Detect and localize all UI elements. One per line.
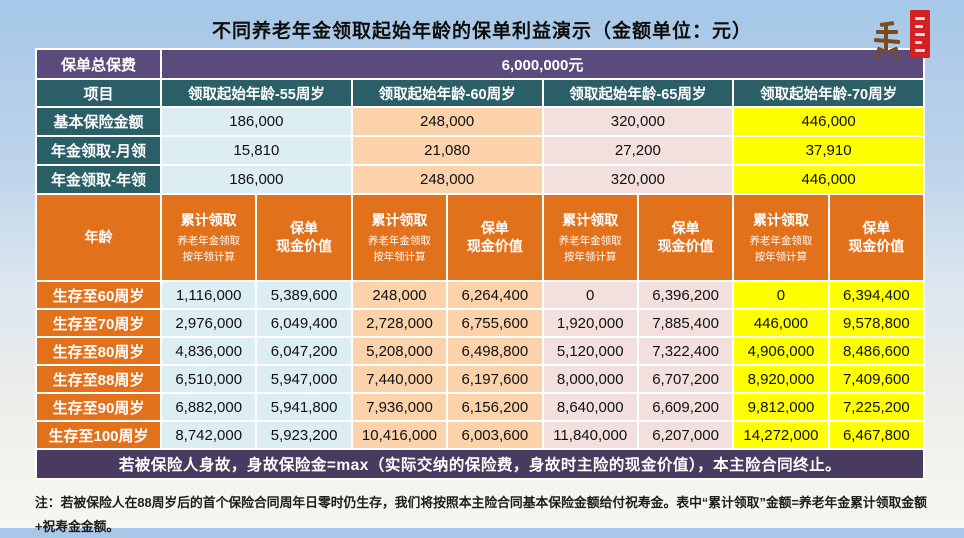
data-cell: 5,941,800 bbox=[257, 394, 351, 420]
cash-value-header: 保单 现金价值 bbox=[257, 195, 351, 280]
survival-row-label: 生存至60周岁 bbox=[37, 282, 160, 308]
data-cell: 6,049,400 bbox=[257, 310, 351, 336]
data-cell: 7,322,400 bbox=[638, 338, 733, 364]
data-cell: 6,003,600 bbox=[448, 422, 542, 448]
total-premium-label: 保单总保费 bbox=[37, 50, 160, 78]
data-cell: 8,920,000 bbox=[734, 366, 828, 392]
info-cell: 248,000 bbox=[352, 166, 542, 193]
survival-row-label: 生存至70周岁 bbox=[37, 310, 160, 336]
calligraphy-glyph-icon bbox=[872, 21, 902, 60]
data-cell: 6,707,200 bbox=[638, 366, 733, 392]
data-cell: 14,272,000 bbox=[734, 422, 828, 448]
age-header-label: 年龄 bbox=[84, 228, 113, 245]
info-cell: 446,000 bbox=[734, 166, 923, 193]
data-cell: 0 bbox=[543, 282, 637, 308]
cumulative-header: 累计领取 养老年金领取 按年领计算 bbox=[352, 195, 447, 280]
cumulative-header: 累计领取 养老年金领取 按年领计算 bbox=[543, 195, 637, 280]
info-row-label: 基本保险金额 bbox=[37, 108, 160, 135]
data-cell: 1,920,000 bbox=[543, 310, 637, 336]
survival-row-label: 生存至88周岁 bbox=[37, 366, 160, 392]
data-cell: 6,207,000 bbox=[638, 422, 733, 448]
data-cell: 2,976,000 bbox=[162, 310, 256, 336]
data-cell: 7,885,400 bbox=[638, 310, 733, 336]
info-cell: 186,000 bbox=[162, 166, 351, 193]
data-cell: 6,510,000 bbox=[162, 366, 256, 392]
survival-row-label: 生存至80周岁 bbox=[37, 338, 160, 364]
data-cell: 6,396,200 bbox=[638, 282, 733, 308]
survival-row-label: 生存至90周岁 bbox=[37, 394, 160, 420]
data-cell: 6,264,400 bbox=[448, 282, 542, 308]
data-cell: 2,728,000 bbox=[352, 310, 447, 336]
data-cell: 9,812,000 bbox=[734, 394, 828, 420]
data-cell: 8,000,000 bbox=[543, 366, 637, 392]
data-cell: 6,197,600 bbox=[448, 366, 542, 392]
data-cell: 5,120,000 bbox=[543, 338, 637, 364]
data-cell: 4,906,000 bbox=[734, 338, 828, 364]
data-cell: 8,486,600 bbox=[829, 338, 923, 364]
data-cell: 6,498,800 bbox=[448, 338, 542, 364]
footnote: 注：若被保险人在88周岁后的首个保险合同周年日零时仍生存，我们将按照本主险合同基… bbox=[35, 495, 927, 534]
data-cell: 4,836,000 bbox=[162, 338, 256, 364]
data-cell: 7,440,000 bbox=[352, 366, 447, 392]
cumulative-header-sub2: 按年领计算 bbox=[182, 251, 235, 264]
info-cell: 21,080 bbox=[352, 137, 542, 164]
death-benefit-note-bar: 若被保险人身故，身故保险金=max（实际交纳的保险费，身故时主险的现金价值），本… bbox=[37, 450, 923, 478]
page-title: 不同养老年金领取起始年龄的保单利益演示（金额单位：元） bbox=[211, 21, 752, 42]
data-cell: 6,047,200 bbox=[257, 338, 351, 364]
data-cell: 6,394,400 bbox=[829, 282, 923, 308]
cumulative-header: 累计领取 养老年金领取 按年领计算 bbox=[734, 195, 828, 280]
start-age-60-header: 领取起始年龄-60周岁 bbox=[352, 80, 542, 106]
data-cell: 248,000 bbox=[352, 282, 447, 308]
info-cell: 27,200 bbox=[543, 137, 733, 164]
data-cell: 6,609,200 bbox=[638, 394, 733, 420]
data-cell: 1,116,000 bbox=[162, 282, 256, 308]
cash-value-header: 保单 现金价值 bbox=[829, 195, 923, 280]
info-row-label: 年金领取-月领 bbox=[37, 137, 160, 164]
info-row-label: 年金领取-年领 bbox=[37, 166, 160, 193]
data-cell: 6,467,800 bbox=[829, 422, 923, 448]
policy-benefit-table: 保单总保费 6,000,000元 项目 领取起始年龄-55周岁 领取起始年龄-6… bbox=[35, 48, 925, 480]
start-age-65-header: 领取起始年龄-65周岁 bbox=[543, 80, 733, 106]
data-cell: 8,640,000 bbox=[543, 394, 637, 420]
cumulative-header-sub1: 养老年金领取 bbox=[177, 234, 241, 247]
total-premium-value: 6,000,000元 bbox=[162, 50, 923, 78]
data-cell: 5,208,000 bbox=[352, 338, 447, 364]
data-cell: 8,742,000 bbox=[162, 422, 256, 448]
data-cell: 5,389,600 bbox=[257, 282, 351, 308]
age-header: 年龄 bbox=[37, 195, 160, 280]
data-cell: 5,947,000 bbox=[257, 366, 351, 392]
data-cell: 0 bbox=[734, 282, 828, 308]
data-cell: 446,000 bbox=[734, 310, 828, 336]
data-cell: 10,416,000 bbox=[352, 422, 447, 448]
info-cell: 37,910 bbox=[734, 137, 923, 164]
data-cell: 7,225,200 bbox=[829, 394, 923, 420]
info-cell: 320,000 bbox=[543, 108, 733, 135]
project-header: 项目 bbox=[37, 80, 160, 106]
data-cell: 5,923,200 bbox=[257, 422, 351, 448]
start-age-70-header: 领取起始年龄-70周岁 bbox=[734, 80, 923, 106]
info-cell: 320,000 bbox=[543, 166, 733, 193]
data-cell: 6,156,200 bbox=[448, 394, 542, 420]
cash-value-header: 保单 现金价值 bbox=[638, 195, 733, 280]
data-cell: 6,755,600 bbox=[448, 310, 542, 336]
cash-value-header: 保单 现金价值 bbox=[448, 195, 542, 280]
red-stamp-icon bbox=[910, 10, 930, 58]
data-cell: 7,409,600 bbox=[829, 366, 923, 392]
info-cell: 248,000 bbox=[352, 108, 542, 135]
survival-row-label: 生存至100周岁 bbox=[37, 422, 160, 448]
info-cell: 15,810 bbox=[162, 137, 351, 164]
start-age-55-header: 领取起始年龄-55周岁 bbox=[162, 80, 351, 106]
data-cell: 7,936,000 bbox=[352, 394, 447, 420]
info-cell: 186,000 bbox=[162, 108, 351, 135]
data-cell: 9,578,800 bbox=[829, 310, 923, 336]
data-cell: 6,882,000 bbox=[162, 394, 256, 420]
cumulative-header: 累计领取 养老年金领取 按年领计算 bbox=[162, 195, 256, 280]
red-signature-seal-icon bbox=[868, 6, 930, 60]
cumulative-header-title: 累计领取 bbox=[180, 212, 237, 229]
data-cell: 11,840,000 bbox=[543, 422, 637, 448]
info-cell: 446,000 bbox=[734, 108, 923, 135]
